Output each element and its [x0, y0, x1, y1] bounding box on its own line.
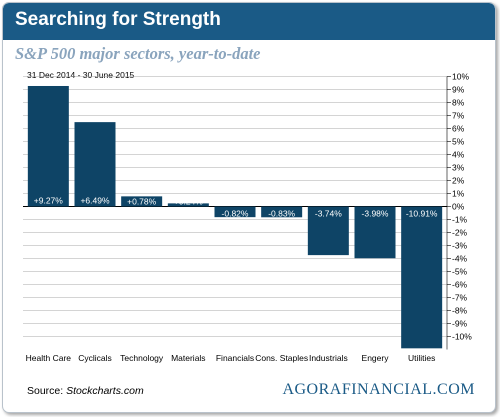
category-label: Utilities — [408, 353, 435, 363]
category-label: Financials — [216, 353, 254, 363]
source-line: Source: Stockcharts.com — [27, 385, 144, 397]
y-tick-label: 5% — [452, 137, 465, 147]
bar — [354, 206, 396, 259]
y-tick-label: 2% — [452, 176, 465, 186]
y-tick-label: -5% — [452, 267, 468, 277]
y-tick-label: -9% — [452, 319, 468, 329]
y-tick-label: -7% — [452, 293, 468, 303]
data-label: +6.49% — [80, 196, 110, 206]
category-label: Engery — [362, 353, 390, 363]
y-tick-label: -3% — [452, 241, 468, 251]
data-label: +0.78% — [127, 197, 157, 207]
category-label: Technology — [120, 353, 164, 363]
date-range: 31 Dec 2014 - 30 June 2015 — [27, 70, 135, 80]
data-label: +0.24% — [174, 197, 204, 207]
y-tick-label: -6% — [452, 280, 468, 290]
y-tick-label: 3% — [452, 163, 465, 173]
y-tick-label: 1% — [452, 189, 465, 199]
y-tick-label: 10% — [452, 72, 469, 82]
bar — [214, 206, 256, 218]
data-label: -3.74% — [315, 209, 342, 219]
bar — [401, 206, 443, 349]
y-tick-label: -2% — [452, 228, 468, 238]
y-tick-label: 8% — [452, 98, 465, 108]
bar — [121, 196, 163, 207]
bar — [74, 122, 116, 207]
bar — [27, 85, 69, 207]
y-tick-label: 6% — [452, 124, 465, 134]
data-label: -0.83% — [268, 209, 295, 219]
data-label: -10.91% — [406, 209, 438, 219]
bar — [167, 203, 209, 207]
header-banner: Searching for Strength — [3, 3, 495, 40]
data-label: -3.98% — [362, 209, 389, 219]
data-label: +9.27% — [34, 196, 64, 206]
category-label: Industrials — [309, 353, 348, 363]
brand-logo-text: AGORAFINANCIAL.COM — [282, 381, 475, 398]
category-label: Cons. Staples — [255, 353, 308, 363]
y-tick-label: -10% — [452, 332, 472, 342]
category-label: Health Care — [26, 353, 72, 363]
y-tick-label: -4% — [452, 254, 468, 264]
source-label: Source: — [27, 385, 64, 397]
chart-subtitle: S&P 500 major sectors, year-to-date — [15, 44, 261, 63]
y-tick-label: 4% — [452, 150, 465, 160]
category-label: Cyclicals — [78, 353, 112, 363]
bar — [261, 206, 303, 218]
data-label: -0.82% — [222, 209, 249, 219]
source-name: Stockcharts.com — [66, 385, 144, 397]
y-tick-label: -1% — [452, 215, 468, 225]
category-label: Materials — [171, 353, 205, 363]
bar — [307, 206, 349, 256]
y-tick-label: -8% — [452, 306, 468, 316]
y-tick-label: 7% — [452, 111, 465, 121]
y-tick-label: 9% — [452, 85, 465, 95]
y-tick-label: 0% — [452, 202, 465, 212]
chart-title: Searching for Strength — [15, 9, 221, 30]
